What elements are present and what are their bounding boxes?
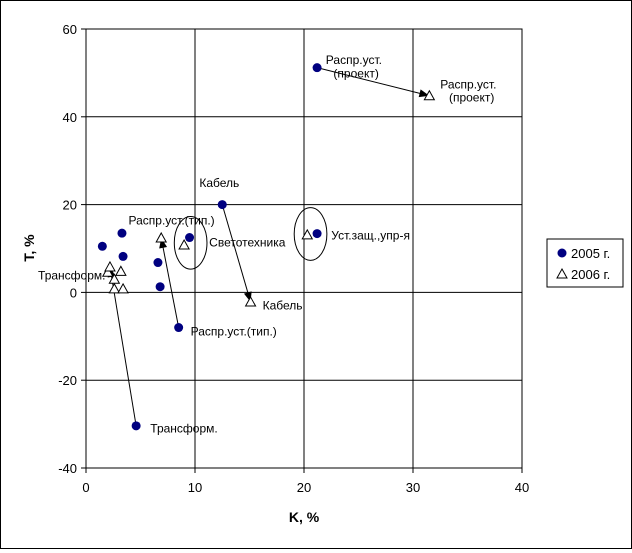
annotation-label: Распр.уст.(тип.) <box>191 324 277 338</box>
x-axis-title: K, % <box>289 509 320 525</box>
x-tick-label: 20 <box>297 480 311 495</box>
annotation-label: Распр.уст.(тип.) <box>129 213 215 227</box>
point-2005 <box>97 241 107 251</box>
y-tick-label: -40 <box>58 461 77 476</box>
point-2005 <box>217 200 227 210</box>
annotation-label: (проект) <box>333 66 378 80</box>
point-2006 <box>423 89 436 101</box>
point-2005 <box>174 323 184 333</box>
annotation-label: Трансформ. <box>150 421 217 435</box>
highlight-circles <box>173 207 328 270</box>
data-series <box>97 63 436 431</box>
point-2006 <box>178 238 190 250</box>
point-2005 <box>312 229 322 239</box>
point-2005 <box>185 233 195 243</box>
annotation-label: Светотехника <box>209 235 286 249</box>
arrow-line <box>316 67 430 97</box>
arrow-line <box>221 204 252 303</box>
point-2006 <box>115 265 127 276</box>
y-tick-label: 40 <box>63 110 77 125</box>
point-2006 <box>104 260 116 272</box>
point-2005 <box>118 251 128 261</box>
point-2005 <box>117 228 127 238</box>
annotation-label: Трансформ. <box>38 269 105 283</box>
legend-label-2005: 2005 г. <box>571 246 610 261</box>
legend-marker-2006 <box>556 267 568 279</box>
x-tick-label: 10 <box>188 480 202 495</box>
legend-marker-2005 <box>557 248 567 258</box>
y-tick-label: 0 <box>70 285 77 300</box>
point-2005 <box>155 282 165 292</box>
point-2006 <box>108 282 121 294</box>
point-2006 <box>117 282 129 294</box>
point-2006 <box>101 266 114 277</box>
point-2006 <box>301 228 314 240</box>
x-tick-label: 40 <box>515 480 529 495</box>
y-tick-label: -20 <box>58 373 77 388</box>
axis-ticks: -40 -20 0 20 40 60 0 10 20 30 40 <box>58 22 529 495</box>
annotation-label: Кабель <box>199 176 239 190</box>
annotation-label: Кабель <box>263 299 303 313</box>
arrow-line <box>160 237 180 328</box>
legend-label-2006: 2006 г. <box>571 267 610 282</box>
legend: 2005 г. 2006 г. <box>546 238 624 288</box>
point-2006 <box>244 296 257 307</box>
legend-box <box>546 238 624 288</box>
highlight-circle <box>173 215 208 270</box>
x-tick-label: 0 <box>82 480 89 495</box>
point-2006 <box>155 231 168 243</box>
point-2005 <box>153 258 163 268</box>
point-annotations: Распр.уст.(проект)Распр.уст.(проект)Кабе… <box>38 53 496 435</box>
point-2005 <box>131 421 141 431</box>
grid-lines <box>86 29 522 468</box>
y-tick-label: 20 <box>63 198 77 213</box>
y-axis-title: T, % <box>21 234 37 262</box>
point-2005 <box>312 63 322 73</box>
y-tick-label: 60 <box>63 22 77 37</box>
arrow-line <box>109 266 137 426</box>
highlight-circle <box>293 207 328 261</box>
x-tick-label: 30 <box>406 480 420 495</box>
annotation-label: (проект) <box>449 90 494 104</box>
annotation-label: Распр.уст. <box>440 77 496 91</box>
annotation-label: Уст.защ.,упр-я <box>331 229 410 243</box>
annotation-label: Распр.уст. <box>326 53 382 67</box>
